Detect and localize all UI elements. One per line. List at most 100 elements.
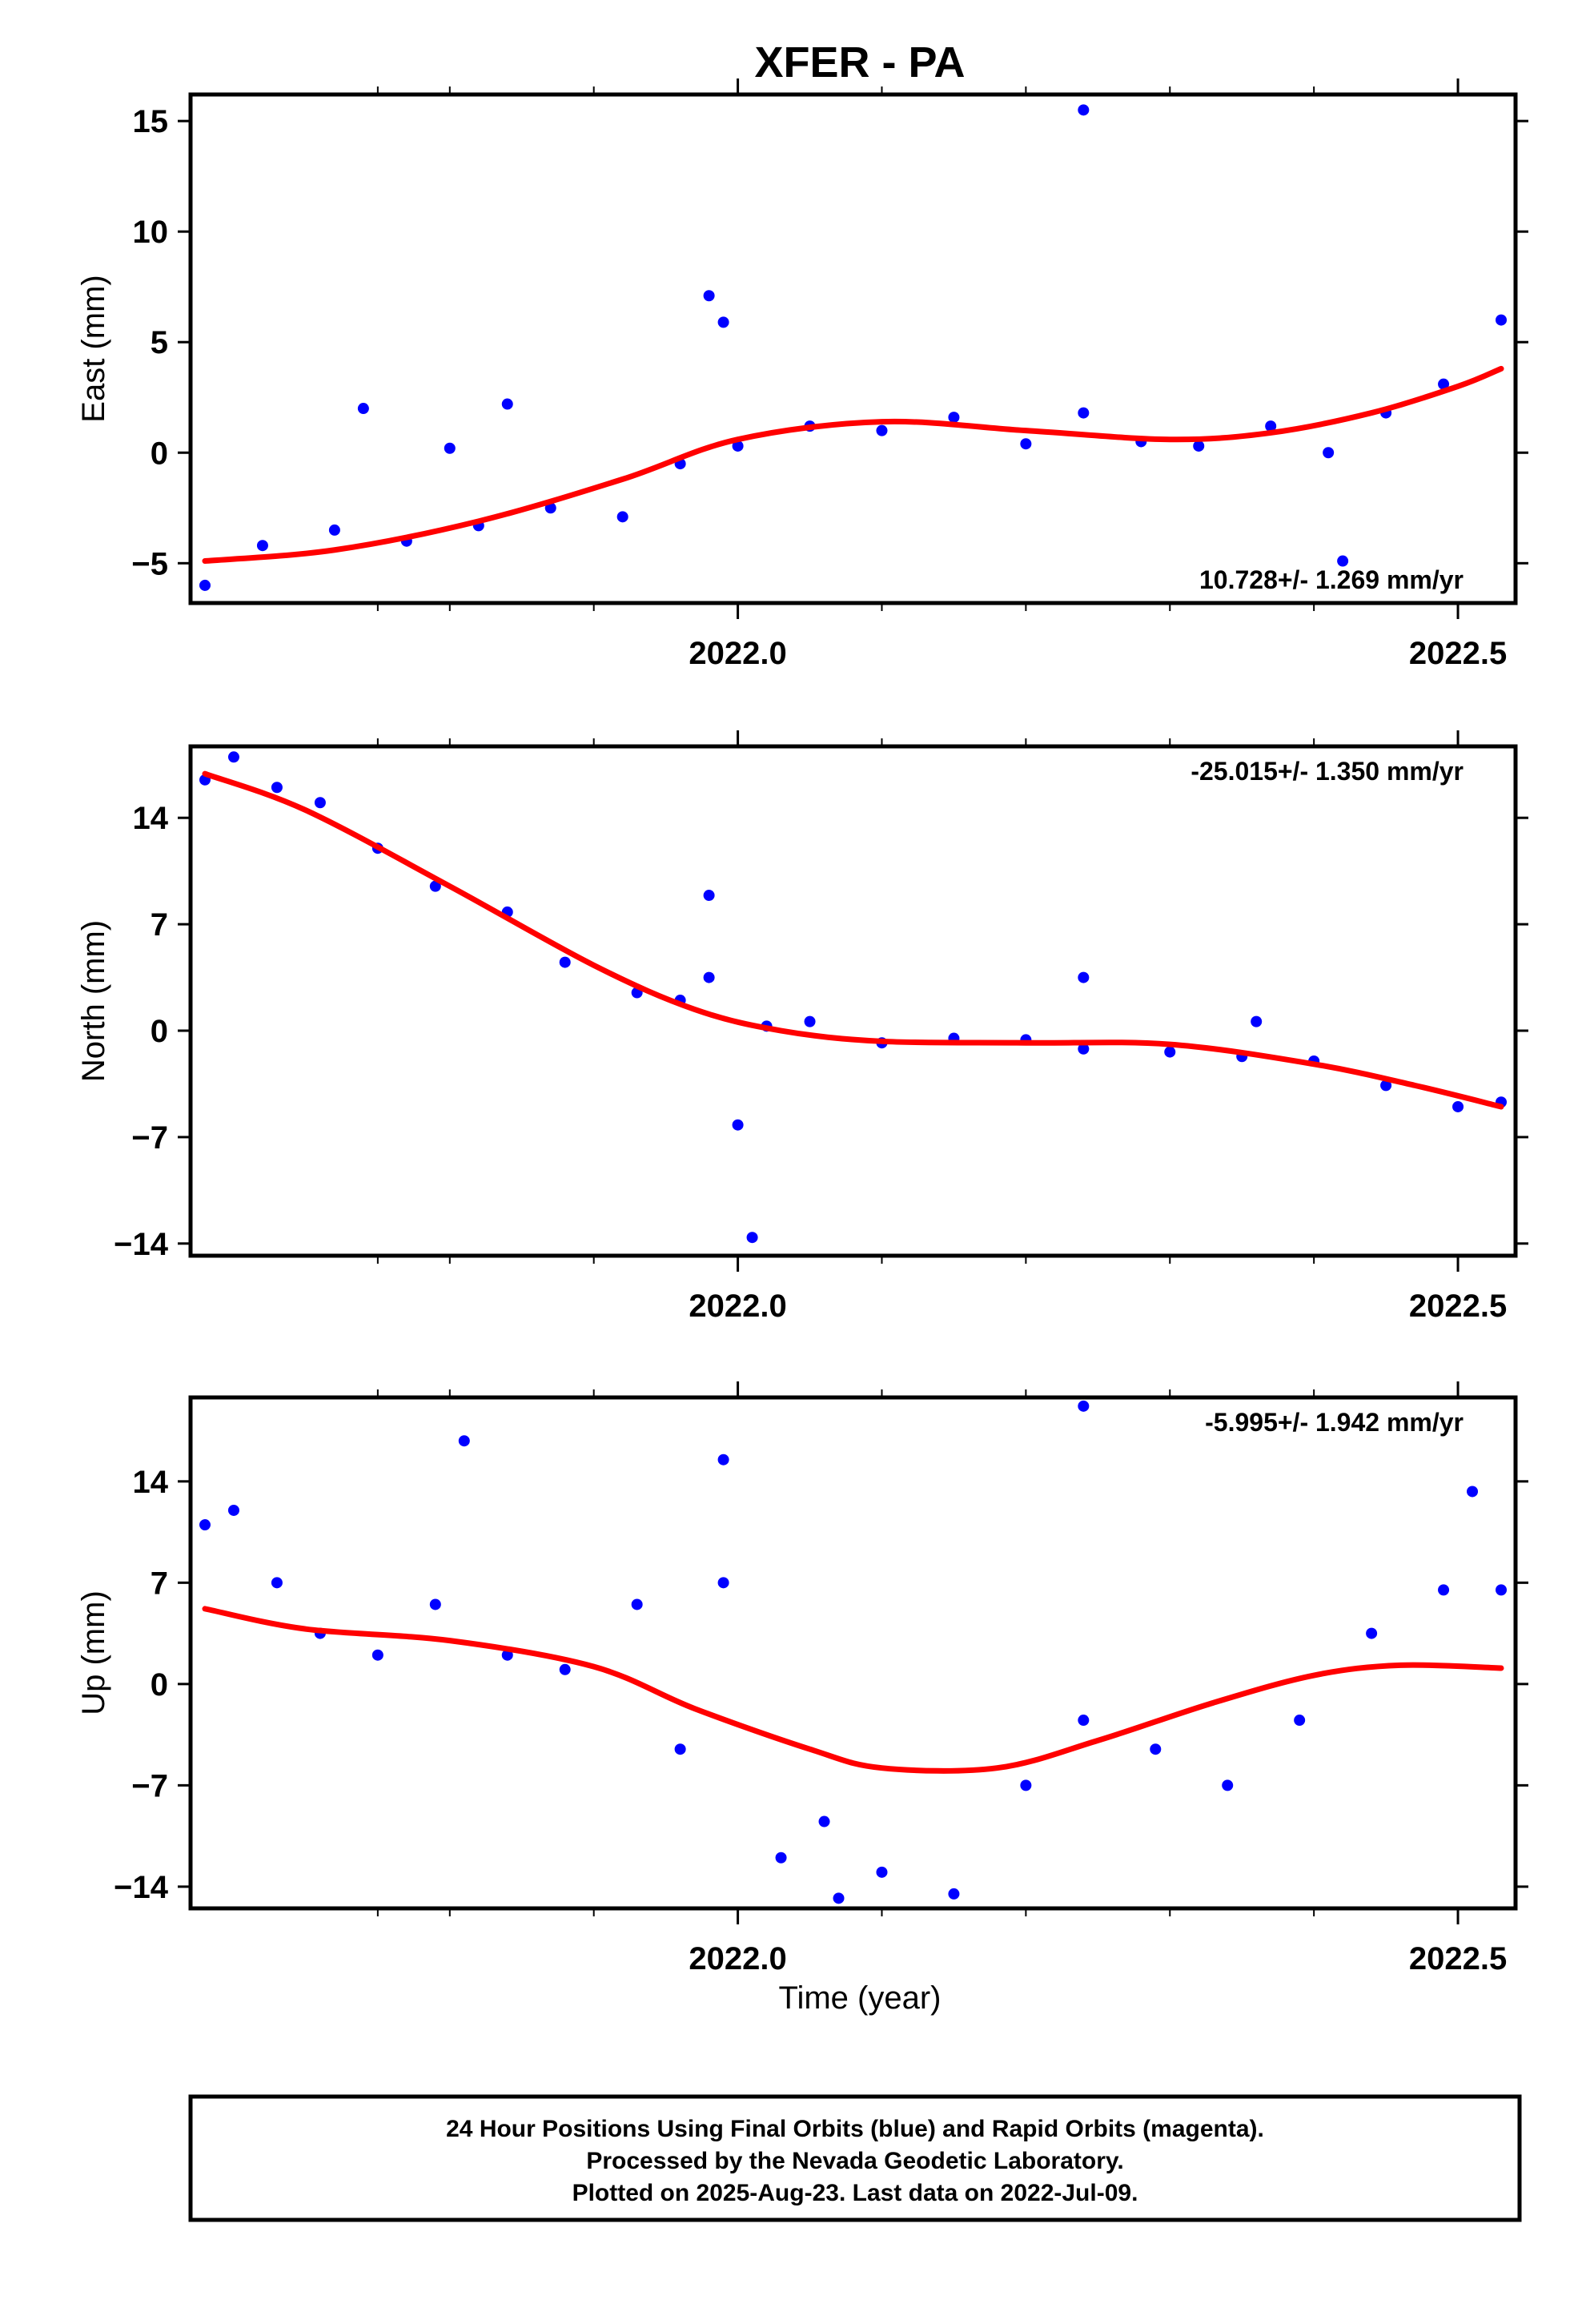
y-tick-label-up: −14: [114, 1870, 169, 1905]
y-tick-label-north: 0: [151, 1014, 168, 1049]
data-layer-east: [199, 104, 1508, 591]
data-point-north: [746, 1232, 758, 1244]
data-layer-north: [199, 751, 1508, 1244]
panel-up: −14 −7 0 7 14 2022.0 2022.5 Up (mm) -5.995+/- 1.…: [76, 1381, 1528, 1976]
data-point-north: [1078, 971, 1090, 983]
data-point-up: [429, 1598, 441, 1610]
data-point-east: [717, 316, 729, 328]
rate-label-up: -5.995+/- 1.942 mm/yr: [1205, 1408, 1464, 1437]
data-point-up: [458, 1435, 470, 1447]
data-point-up: [631, 1598, 643, 1610]
data-layer-up: [199, 1400, 1508, 1904]
data-point-up: [1366, 1627, 1378, 1639]
data-point-east: [328, 524, 340, 536]
footer-box: [188, 2094, 1522, 2222]
y-tick-label-up: 7: [151, 1566, 168, 1601]
data-point-north: [1380, 1080, 1392, 1092]
data-point-up: [1222, 1779, 1234, 1791]
panel-east: −5 0 5 10 15 2022.0 2022.5 East (mm) 10.728+/- 1…: [76, 78, 1528, 671]
y-tick-label-up: 14: [133, 1465, 169, 1500]
x-tick-label-up: 2022.0: [689, 1941, 786, 1976]
y-tick-label-up: 0: [151, 1667, 168, 1703]
data-point-up: [1467, 1486, 1479, 1498]
data-point-north: [227, 751, 239, 763]
data-point-east: [948, 412, 960, 424]
y-tick-label-east: 5: [151, 325, 168, 360]
data-point-north: [271, 782, 283, 794]
data-point-up: [199, 1519, 211, 1531]
data-point-east: [357, 403, 369, 415]
y-tick-label-east: −5: [131, 546, 168, 581]
data-point-north: [1164, 1046, 1176, 1058]
data-point-north: [1078, 1043, 1090, 1055]
fit-line-up: [202, 1606, 1504, 1774]
data-point-up: [1294, 1715, 1306, 1727]
data-point-east: [876, 424, 888, 436]
data-point-east: [1496, 314, 1508, 326]
data-point-up: [948, 1888, 960, 1900]
data-point-east: [1078, 407, 1090, 419]
data-point-up: [818, 1815, 830, 1827]
y-tick-label-north: −14: [114, 1227, 169, 1262]
y-tick-label-east: 0: [151, 436, 168, 471]
y-tick-label-east: 10: [133, 215, 169, 250]
data-point-up: [876, 1866, 888, 1878]
data-point-up: [271, 1577, 283, 1589]
footer-line-1: 24 Hour Positions Using Final Orbits (bl…: [446, 2116, 1264, 2142]
data-point-east: [256, 540, 268, 552]
data-point-up: [775, 1852, 787, 1864]
data-point-east: [1193, 440, 1205, 452]
data-point-up: [833, 1892, 845, 1904]
data-point-east: [199, 579, 211, 591]
data-point-up: [1078, 1400, 1090, 1412]
data-point-up: [1020, 1779, 1032, 1791]
data-point-east: [444, 442, 456, 454]
y-tick-label-north: 7: [151, 907, 168, 943]
data-point-east: [1323, 447, 1335, 459]
x-tick-label-east: 2022.0: [689, 636, 786, 671]
y-tick-label-north: −7: [131, 1120, 168, 1156]
y-tick-label-east: 15: [133, 104, 169, 139]
data-point-north: [703, 971, 715, 983]
rate-label-east: 10.728+/- 1.269 mm/yr: [1199, 565, 1464, 594]
data-point-north: [732, 1119, 744, 1131]
data-point-up: [559, 1663, 571, 1675]
x-tick-label-east: 2022.5: [1409, 636, 1507, 671]
data-point-east: [1438, 378, 1450, 390]
data-point-east: [1078, 104, 1090, 116]
y-axis-label-north: North (mm): [76, 920, 111, 1082]
footer-line-3: Plotted on 2025-Aug-23. Last data on 202…: [572, 2180, 1138, 2206]
footer-line-2: Processed by the Nevada Geodetic Laborat…: [586, 2148, 1123, 2174]
data-point-east: [1337, 555, 1349, 567]
y-tick-label-up: −7: [131, 1768, 168, 1803]
x-tick-label-north: 2022.5: [1409, 1289, 1507, 1324]
x-tick-label-up: 2022.5: [1409, 1941, 1507, 1976]
plot-frame-up: [188, 1395, 1518, 1911]
data-point-up: [1078, 1715, 1090, 1727]
data-point-north: [429, 880, 441, 892]
fit-line-east: [202, 365, 1504, 565]
data-point-up: [717, 1454, 729, 1466]
data-point-east: [501, 398, 513, 410]
data-point-up: [1496, 1584, 1508, 1596]
data-point-north: [703, 890, 715, 902]
data-point-north: [1251, 1015, 1263, 1027]
data-point-up: [501, 1649, 513, 1661]
data-point-north: [804, 1015, 816, 1027]
y-axis-label-up: Up (mm): [76, 1590, 111, 1715]
y-axis-label-east: East (mm): [76, 275, 111, 422]
data-point-up: [1150, 1743, 1162, 1755]
chart-title: XFER - PA: [754, 38, 965, 86]
data-point-up: [1438, 1584, 1450, 1596]
rate-label-north: -25.015+/- 1.350 mm/yr: [1191, 757, 1464, 786]
plot-frame-east: [188, 92, 1518, 605]
x-tick-label-north: 2022.0: [689, 1289, 786, 1324]
fit-line-north: [202, 770, 1504, 1110]
data-point-up: [227, 1504, 239, 1516]
data-point-north: [559, 956, 571, 968]
y-tick-label-north: 14: [133, 801, 169, 836]
data-point-east: [1265, 420, 1277, 432]
x-axis-label: Time (year): [779, 1980, 942, 2016]
data-point-east: [703, 290, 715, 302]
